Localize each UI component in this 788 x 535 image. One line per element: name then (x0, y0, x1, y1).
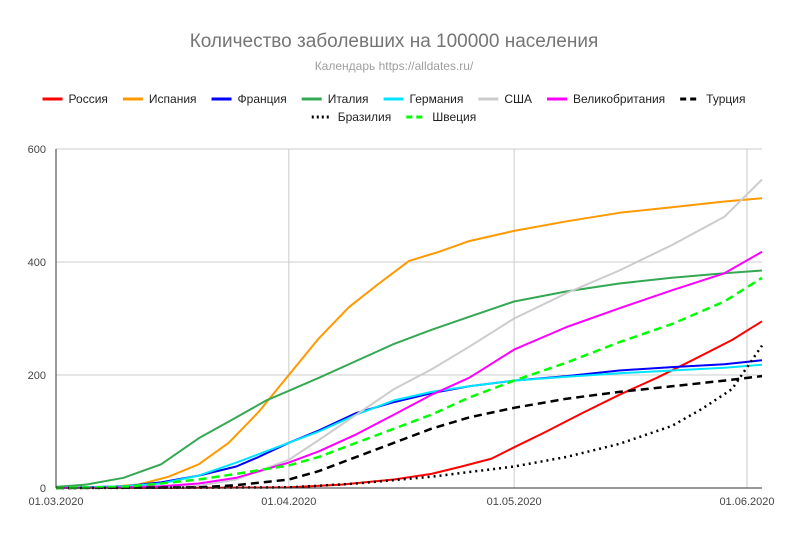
legend-item-италия: Италия (301, 92, 369, 106)
chart-subtitle: Календарь https://alldates.ru/ (315, 59, 474, 73)
legend-item-испания: Испания (122, 92, 197, 106)
x-tick-label: 01.05.2020 (487, 496, 542, 508)
legend-label: Великобритания (573, 92, 665, 106)
legend-item-россия: Россия (42, 92, 108, 106)
legend-item-великобритания: Великобритания (547, 92, 665, 106)
legend-item-сша: США (478, 92, 532, 106)
y-tick-label: 200 (28, 370, 46, 382)
legend-item-франция: Франция (211, 92, 287, 106)
series-line-германия (55, 363, 763, 489)
legend-label: Испания (149, 92, 197, 106)
legend-label: Турция (706, 92, 745, 106)
series-line-турция (55, 374, 763, 490)
series-line-испания (55, 197, 763, 489)
x-tick-label: 01.03.2020 (28, 496, 83, 508)
legend-label: Франция (238, 92, 287, 106)
series-line-швеция (55, 276, 763, 490)
axes (55, 149, 762, 489)
legend-label: Россия (69, 92, 108, 106)
legend-item-турция: Турция (680, 92, 745, 106)
legend-label: США (504, 92, 532, 106)
series-line-великобритания (55, 250, 763, 489)
legend-item-швеция: Швеция (406, 110, 476, 124)
series-layer (55, 178, 764, 490)
legend-item-германия: Германия (383, 92, 464, 106)
series-line-италия (55, 269, 763, 488)
legend-item-бразилия: Бразилия (311, 110, 392, 124)
legend: Россия Испания Франция Италия Германия США Вел… (42, 92, 745, 124)
chart-title: Количество заболевших на 100000 населени… (190, 31, 599, 52)
y-tick-label: 0 (40, 483, 46, 495)
y-tick-label: 600 (28, 144, 46, 156)
x-tick-label: 01.04.2020 (261, 496, 316, 508)
series-line-сша (55, 178, 763, 489)
legend-label: Италия (328, 92, 369, 106)
series-line-бразилия (55, 344, 764, 490)
y-tick-label: 400 (28, 257, 46, 269)
tick-labels: 0 200 400 600 01.03.2020 01.04.2020 01.05.2020… (28, 144, 775, 508)
legend-label: Бразилия (338, 110, 392, 124)
legend-label: Швеция (432, 110, 476, 124)
legend-label: Германия (410, 92, 464, 106)
x-tick-label: 01.06.2020 (719, 496, 774, 508)
